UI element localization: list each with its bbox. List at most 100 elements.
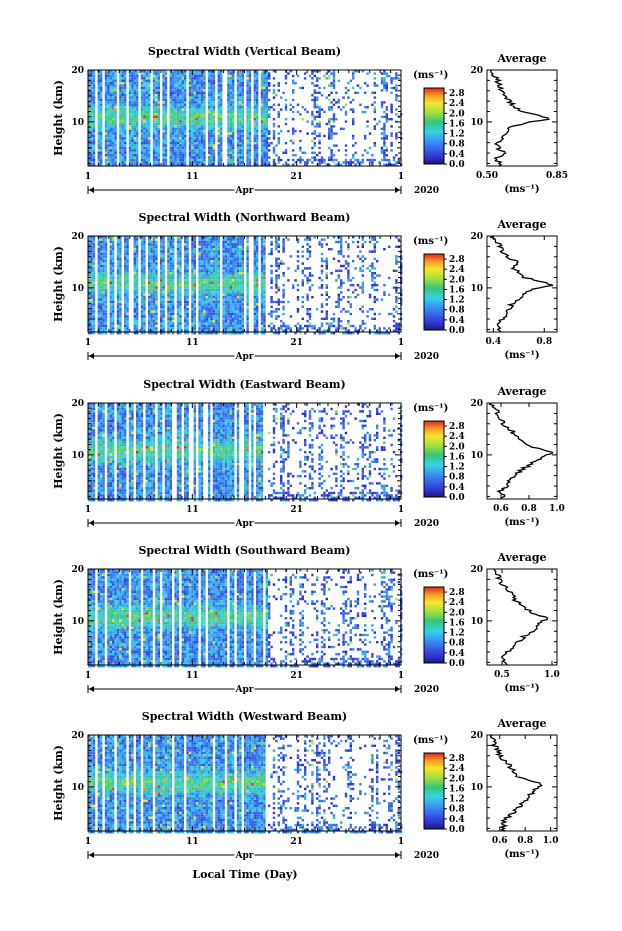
heatmap-cell	[172, 236, 175, 239]
heatmap-cell	[268, 89, 271, 92]
heatmap-cell	[220, 86, 223, 90]
heatmap-cell	[107, 161, 110, 164]
heatmap-cell	[152, 158, 156, 162]
heatmap-cell	[352, 134, 355, 138]
heatmap-cell	[227, 238, 230, 241]
heatmap-cell	[234, 252, 237, 256]
heatmap-cell	[198, 106, 201, 109]
heatmap-cell	[114, 89, 117, 92]
heatmap-cell	[265, 94, 268, 97]
heatmap-cell	[328, 122, 331, 126]
heatmap-cell	[179, 137, 182, 140]
heatmap-cell	[313, 125, 316, 128]
heatmap-cell	[152, 272, 156, 275]
heatmap-cell	[191, 120, 194, 123]
heatmap-cell	[200, 82, 204, 85]
heatmap-cell	[215, 308, 218, 311]
heatmap-cell	[200, 322, 204, 325]
heatmap-cell	[97, 120, 100, 123]
heatmap-cell	[104, 139, 108, 142]
heatmap-cell	[217, 238, 220, 241]
heatmap-cell	[203, 284, 206, 287]
heatmap-cell	[145, 137, 148, 140]
heatmap-cell	[97, 250, 100, 253]
heatmap-cell	[112, 281, 115, 284]
heatmap-cell	[162, 101, 165, 104]
heatmap-cell	[133, 286, 136, 289]
heatmap-cell	[212, 303, 216, 306]
heatmap-cell	[208, 303, 211, 306]
heatmap-cell	[116, 332, 120, 335]
heatmap-cell	[236, 327, 240, 330]
heatmap-cell	[212, 154, 216, 157]
heatmap-cell	[253, 134, 256, 138]
heatmap-cell	[193, 274, 196, 277]
heatmap-cell	[328, 94, 331, 97]
heatmap-cell	[229, 308, 232, 311]
heatmap-cell	[100, 72, 103, 75]
heatmap-cell	[155, 118, 158, 121]
heatmap-cell	[212, 98, 216, 102]
heatmap-cell	[143, 308, 146, 311]
heatmap-cell	[354, 70, 357, 73]
heatmap-cell	[116, 305, 120, 308]
heatmap-cell	[205, 305, 208, 308]
heatmap-cell	[186, 315, 189, 318]
heatmap-cell	[196, 72, 199, 75]
heatmap-cell	[328, 118, 331, 121]
heatmap-cell	[97, 245, 100, 248]
heatmap-cell	[152, 236, 156, 239]
heatmap-cell	[224, 262, 228, 265]
heatmap-cell	[90, 317, 93, 320]
heatmap-cell	[97, 106, 100, 109]
heatmap-cell	[104, 101, 108, 104]
heatmap-cell	[179, 276, 182, 280]
heatmap-cell	[172, 327, 175, 330]
heatmap-cell	[162, 320, 165, 323]
heatmap-cell	[109, 151, 112, 154]
heatmap-cell	[200, 113, 204, 116]
heatmap-cell	[210, 72, 213, 75]
heatmap-cell	[148, 310, 151, 313]
heatmap-cell	[229, 158, 232, 162]
heatmap-cell	[217, 291, 220, 294]
heatmap-cell	[200, 238, 204, 241]
heatmap-cell	[102, 303, 105, 306]
heatmap-cell	[109, 236, 112, 239]
heatmap-cell	[136, 332, 139, 335]
heatmap-cell	[186, 327, 189, 330]
heatmap-cell	[109, 308, 112, 311]
heatmap-cell	[109, 110, 112, 114]
heatmap-cell	[140, 327, 144, 330]
heatmap-cell	[102, 296, 105, 299]
heatmap-cell	[272, 161, 276, 164]
heatmap-cell	[152, 79, 156, 82]
heatmap-cell	[143, 115, 146, 118]
heatmap-cell	[174, 115, 177, 118]
heatmap-cell	[179, 320, 182, 323]
heatmap-cell	[265, 137, 268, 140]
heatmap-cell	[236, 296, 240, 299]
heatmap-cell	[131, 134, 134, 138]
heatmap-cell	[119, 286, 122, 289]
heatmap-cell	[241, 130, 244, 133]
heatmap-cell	[119, 82, 122, 85]
heatmap-cell	[196, 108, 199, 111]
heatmap-cell	[248, 132, 252, 135]
heatmap-cell	[210, 115, 213, 118]
heatmap-cell	[100, 151, 103, 154]
heatmap-cell	[215, 315, 218, 318]
heatmap-cell	[186, 267, 189, 270]
heatmap-cell	[162, 264, 165, 268]
heatmap-cell	[104, 332, 108, 335]
heatmap-cell	[203, 74, 206, 78]
heatmap-cell	[124, 310, 127, 313]
heatmap-cell	[143, 77, 146, 80]
heatmap-cell	[220, 82, 223, 85]
heatmap-cell	[107, 144, 110, 147]
heatmap-cell	[157, 72, 160, 75]
heatmap-cell	[90, 118, 93, 121]
heatmap-cell	[172, 154, 175, 157]
heatmap-cell	[260, 89, 264, 92]
heatmap-cell	[112, 125, 115, 128]
